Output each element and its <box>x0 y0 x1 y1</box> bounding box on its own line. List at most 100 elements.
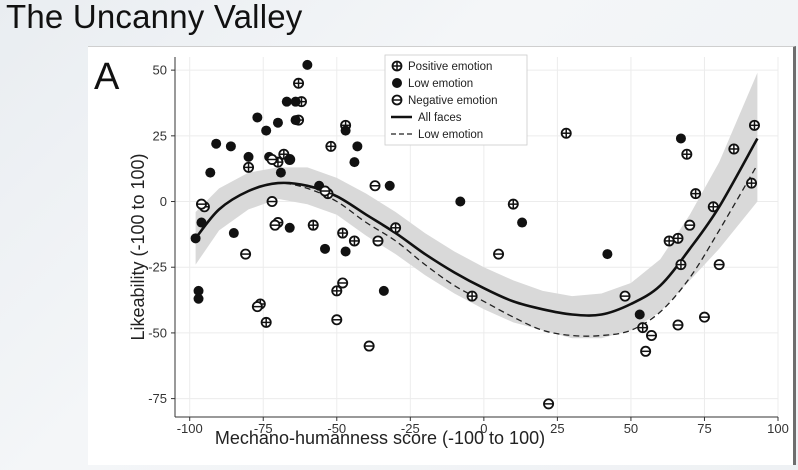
data-point-negative <box>369 180 381 192</box>
data-point-negative <box>640 345 652 357</box>
legend-label-negative: Negative emotion <box>408 95 498 107</box>
legend-label-positive: Positive emotion <box>408 61 492 73</box>
data-point-low <box>384 180 395 191</box>
data-point-positive <box>672 232 684 244</box>
data-point-negative <box>240 248 252 260</box>
y-axis-title: Likeability (-100 to 100) <box>128 153 148 340</box>
data-point-low <box>275 167 286 178</box>
y-tick-label: -50 <box>148 325 167 340</box>
data-point-positive <box>728 143 740 155</box>
axes: -100 -75 -50 -25 0 25 50 75 100 -75 -50 -25 0 25 50 <box>148 57 789 436</box>
data-point-low <box>378 285 389 296</box>
data-point-positive <box>325 140 337 152</box>
panel-label: A <box>94 56 120 98</box>
data-point-low <box>352 141 363 152</box>
data-point-positive <box>707 201 719 213</box>
data-point-positive <box>560 127 572 139</box>
data-point-low <box>228 228 239 239</box>
x-axis-title: Mechano-humanness score (-100 to 100) <box>215 428 545 448</box>
data-point-negative <box>195 198 207 210</box>
y-tick-label: 50 <box>153 63 167 78</box>
data-point-low <box>205 167 216 178</box>
x-tick-label: -100 <box>177 421 203 436</box>
data-point-low <box>284 154 295 165</box>
data-point-positive <box>748 119 760 131</box>
data-point-positive <box>746 177 758 189</box>
y-tick-label: 0 <box>160 194 167 209</box>
data-point-negative <box>363 340 375 352</box>
data-point-low <box>243 151 254 162</box>
data-point-low <box>196 217 207 228</box>
data-point-negative <box>372 235 384 247</box>
data-point-positive <box>675 259 687 271</box>
x-tick-label: -75 <box>254 421 273 436</box>
data-point-negative <box>672 319 684 331</box>
legend-label-low-emotion: Low emotion <box>418 129 483 141</box>
data-point-low <box>602 249 613 260</box>
data-point-negative <box>698 311 710 323</box>
x-tick-label: -25 <box>401 421 420 436</box>
data-point-positive <box>390 222 402 234</box>
y-tick-label: -75 <box>148 391 167 406</box>
data-point-positive <box>272 156 284 168</box>
data-point-positive <box>260 316 272 328</box>
legend: Positive emotion Low emotion Negative em… <box>384 54 528 146</box>
data-point-positive <box>681 148 693 160</box>
x-tick-label: -50 <box>327 421 346 436</box>
data-point-low <box>190 233 201 244</box>
data-point-low <box>340 246 351 257</box>
data-point-positive <box>331 285 343 297</box>
data-point-negative <box>543 398 555 410</box>
x-tick-label: 75 <box>697 421 711 436</box>
x-tick-label: 0 <box>480 421 487 436</box>
data-point-negative <box>269 219 281 231</box>
data-point-positive <box>690 188 702 200</box>
data-point-low <box>193 293 204 304</box>
data-point-low <box>320 243 331 254</box>
data-point-low <box>281 96 292 107</box>
data-point-negative <box>493 248 505 260</box>
legend-marker-low <box>392 78 402 88</box>
data-point-low <box>349 157 360 168</box>
legend-label-low: Low emotion <box>408 78 473 90</box>
slide-title: The Uncanny Valley <box>6 0 303 35</box>
data-point-low <box>634 309 645 320</box>
data-point-positive <box>293 77 305 89</box>
y-tick-label: 25 <box>153 128 167 143</box>
y-tick-label: -25 <box>148 260 167 275</box>
data-point-negative <box>337 277 349 289</box>
data-point-low <box>252 112 263 123</box>
fit-line-all-faces <box>194 137 759 317</box>
legend-label-all-faces: All faces <box>418 112 462 124</box>
data-point-positive <box>637 322 649 334</box>
data-point-negative <box>319 185 331 197</box>
data-point-positive <box>663 235 675 247</box>
data-point-low <box>290 115 301 126</box>
data-point-low <box>211 138 222 149</box>
data-point-positive <box>307 219 319 231</box>
data-point-low <box>517 217 528 228</box>
data-point-low <box>340 125 351 136</box>
x-tick-label: 25 <box>550 421 564 436</box>
data-point-positive <box>243 161 255 173</box>
x-tick-label: 100 <box>767 421 789 436</box>
data-point-negative <box>251 301 263 313</box>
data-point-negative <box>331 314 343 326</box>
data-point-positive <box>348 235 360 247</box>
data-point-negative <box>266 196 278 208</box>
data-point-low <box>261 125 272 136</box>
x-tick-label: 50 <box>624 421 638 436</box>
data-point-low <box>302 59 313 70</box>
data-point-negative <box>684 219 696 231</box>
data-point-low <box>284 222 295 233</box>
data-point-negative <box>713 259 725 271</box>
legend-marker-negative <box>391 94 403 106</box>
legend-box <box>384 54 528 146</box>
data-point-negative <box>646 330 658 342</box>
data-point-low <box>193 285 204 296</box>
data-point-negative <box>266 153 278 165</box>
data-point-positive <box>507 198 519 210</box>
chart-panel: -100 -75 -50 -25 0 25 50 75 100 -75 -50 -25 0 25 50 A … <box>88 46 796 465</box>
data-point-positive <box>337 227 349 239</box>
